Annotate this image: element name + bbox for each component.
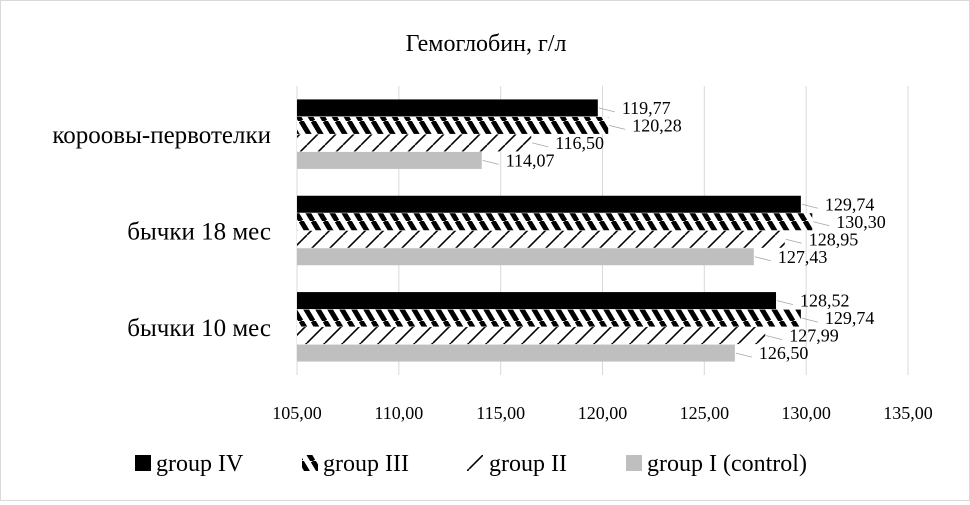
legend-swatch [626,455,642,471]
label-leader [598,107,615,113]
label-leader [735,352,752,358]
x-tick-label: 120,00 [578,403,628,423]
bar [297,327,766,345]
data-labels: 119,77120,28116,50114,07129,74130,30128,… [482,98,886,363]
data-label: 129,74 [825,194,875,214]
label-leader [754,256,771,262]
category-label: бычки 18 мес [127,219,271,246]
x-tick-label: 115,00 [476,403,525,423]
label-leader [766,335,783,340]
label-leader [482,160,499,165]
data-label: 126,50 [759,343,809,363]
bar [297,195,801,213]
data-label: 119,77 [622,98,671,118]
x-tick-label: 125,00 [680,403,730,423]
bar [297,134,532,152]
label-leader [532,142,549,148]
bar [297,230,785,248]
data-label: 127,99 [789,326,839,346]
label-leader [801,317,818,323]
x-tick-label: 135,00 [883,403,933,423]
legend-entry: group IV [156,451,244,477]
data-label: 128,95 [809,229,859,249]
legend-swatch [135,455,151,471]
bar [297,213,813,231]
chart-title: Гемоглобин, г/л [406,31,567,57]
data-label: 128,52 [800,291,850,311]
label-leader [609,125,626,130]
data-label: 114,07 [506,150,555,170]
label-leader [785,238,802,244]
data-label: 130,30 [836,212,886,232]
bar [297,151,482,169]
bar [297,292,777,310]
grid-lines [296,86,909,375]
legend-swatch [467,455,483,471]
data-label: 129,74 [825,308,875,328]
legend-entry: group I (control) [647,451,807,477]
category-labels: короовы-первотелки бычки 18 мес бычки 10 м… [52,122,271,342]
legend-entry: group II [489,451,567,477]
x-tick-label: 110,00 [374,403,423,423]
x-tick-label: 130,00 [781,403,831,423]
bar [297,248,754,266]
bar [297,309,801,327]
legend: group IV group III group II group I (contro… [135,451,807,477]
data-label: 127,43 [778,247,828,267]
data-label: 116,50 [555,133,604,153]
data-label: 120,28 [632,115,682,135]
category-label: бычки 10 мес [127,315,271,342]
label-leader [776,300,794,305]
bars [297,99,813,362]
legend-swatch [302,455,318,471]
bar [297,99,598,117]
label-leader [813,221,830,227]
label-leader [801,203,818,209]
bar [297,344,735,362]
category-label: короовы-первотелки [52,122,271,149]
bar [297,116,609,134]
x-tick-label: 105,00 [272,403,322,423]
x-tick-labels: 105,00 110,00 115,00 120,00 125,00 130,00 135,… [272,403,933,423]
legend-entry: group III [323,451,409,477]
